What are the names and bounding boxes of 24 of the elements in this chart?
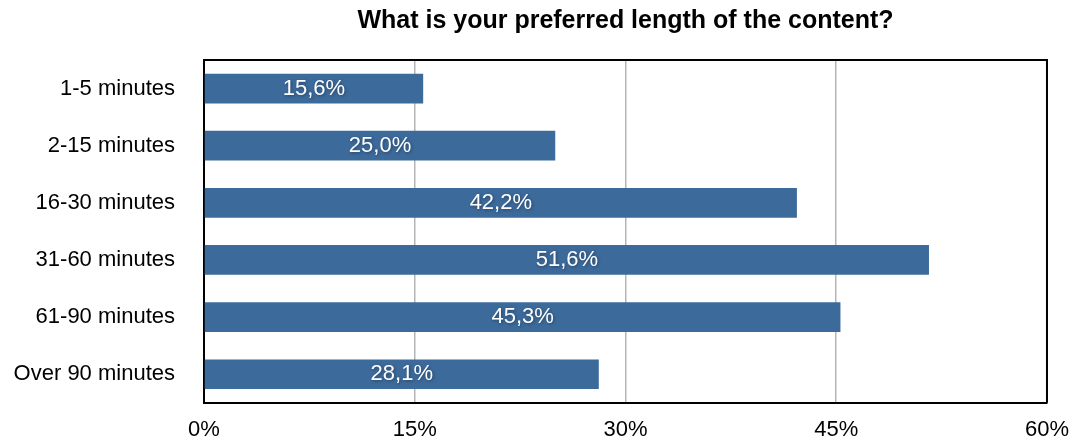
x-tick-label: 60% — [1024, 416, 1070, 442]
x-tick-label: 0% — [188, 416, 220, 442]
bar — [204, 359, 599, 390]
y-tick-label: 31-60 minutes — [35, 246, 175, 272]
x-tick-label: 45% — [814, 416, 859, 442]
data-label: 51,6% — [535, 246, 599, 272]
data-label: 25,0% — [348, 131, 412, 157]
y-tick-label: 2-15 minutes — [47, 131, 175, 157]
bar — [204, 73, 424, 104]
bar — [204, 130, 556, 161]
y-tick-label: 61-90 minutes — [35, 303, 175, 329]
bar — [204, 302, 841, 332]
x-tick-label: 15% — [392, 416, 437, 442]
data-label: 15,6% — [282, 74, 346, 100]
y-tick-label: 1-5 minutes — [60, 74, 175, 100]
bar — [204, 245, 929, 275]
data-label: 45,3% — [491, 303, 554, 329]
y-tick-label: 16-30 minutes — [35, 188, 175, 214]
data-label: 28,1% — [370, 360, 433, 386]
x-tick-label: 30% — [603, 416, 648, 442]
chart-title: What is your preferred length of the content? — [357, 4, 894, 33]
bar — [204, 187, 797, 218]
data-label: 42,2% — [469, 188, 533, 214]
y-tick-label: Over 90 minutes — [13, 360, 175, 386]
